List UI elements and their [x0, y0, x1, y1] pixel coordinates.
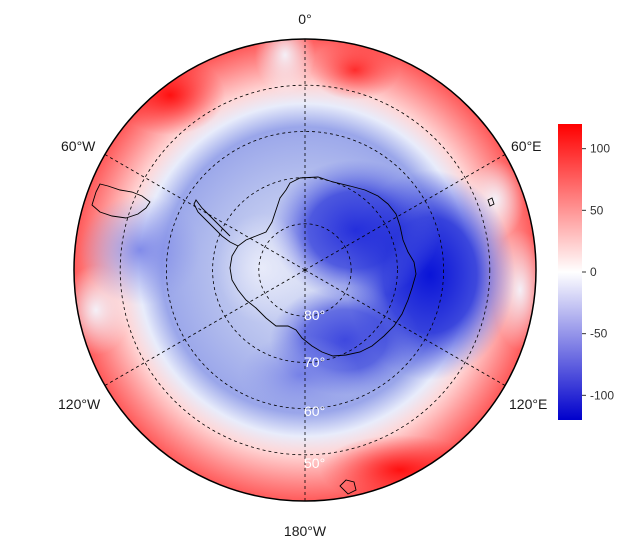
meridian-300 [104, 154, 306, 271]
meridian-240 [104, 269, 306, 386]
lon-label-120w: 120°W [58, 396, 101, 412]
legend-tick-label: 50 [590, 203, 604, 217]
kerguelen-coastline [487, 197, 495, 207]
antarctic-peninsula [193, 199, 239, 247]
lat-label-80: 80° [304, 307, 325, 323]
graticule [104, 39, 506, 501]
legend-tick-label: 100 [590, 142, 610, 156]
legend-tick-label: -50 [590, 327, 608, 341]
longitude-labels: 0° 60°W 60°E 120°W 120°E 180°W [58, 11, 547, 539]
new-zealand-coastline [339, 479, 357, 495]
coastline [91, 176, 495, 495]
meridian-60 [304, 154, 506, 271]
lat-label-60: 60° [304, 403, 325, 419]
map-border [73, 38, 537, 502]
lon-label-60e: 60°E [511, 138, 542, 154]
lon-label-60w: 60°W [61, 138, 96, 154]
south-america-coastline [91, 183, 151, 219]
lon-label-180: 180°W [284, 523, 327, 539]
meridian-120 [304, 269, 506, 386]
latitude-circle-80 [258, 223, 352, 317]
latitude-circle-50 [119, 84, 491, 456]
color-legend: 100 50 0 -50 -100 [558, 124, 614, 420]
legend-tick-label: -100 [590, 388, 614, 402]
anomaly-field [74, 39, 536, 501]
legend-tick-label: 0 [590, 265, 597, 279]
lon-label-0: 0° [298, 11, 311, 27]
lon-label-120e: 120°E [509, 396, 547, 412]
lat-label-70: 70° [304, 354, 325, 370]
legend-ticks: 100 50 0 -50 -100 [582, 142, 614, 402]
lat-label-50: 50° [304, 455, 325, 471]
antarctica-coastline [229, 176, 417, 357]
latitude-labels: 80° 70° 60° 50° [304, 307, 325, 471]
legend-colorbar [558, 124, 582, 420]
